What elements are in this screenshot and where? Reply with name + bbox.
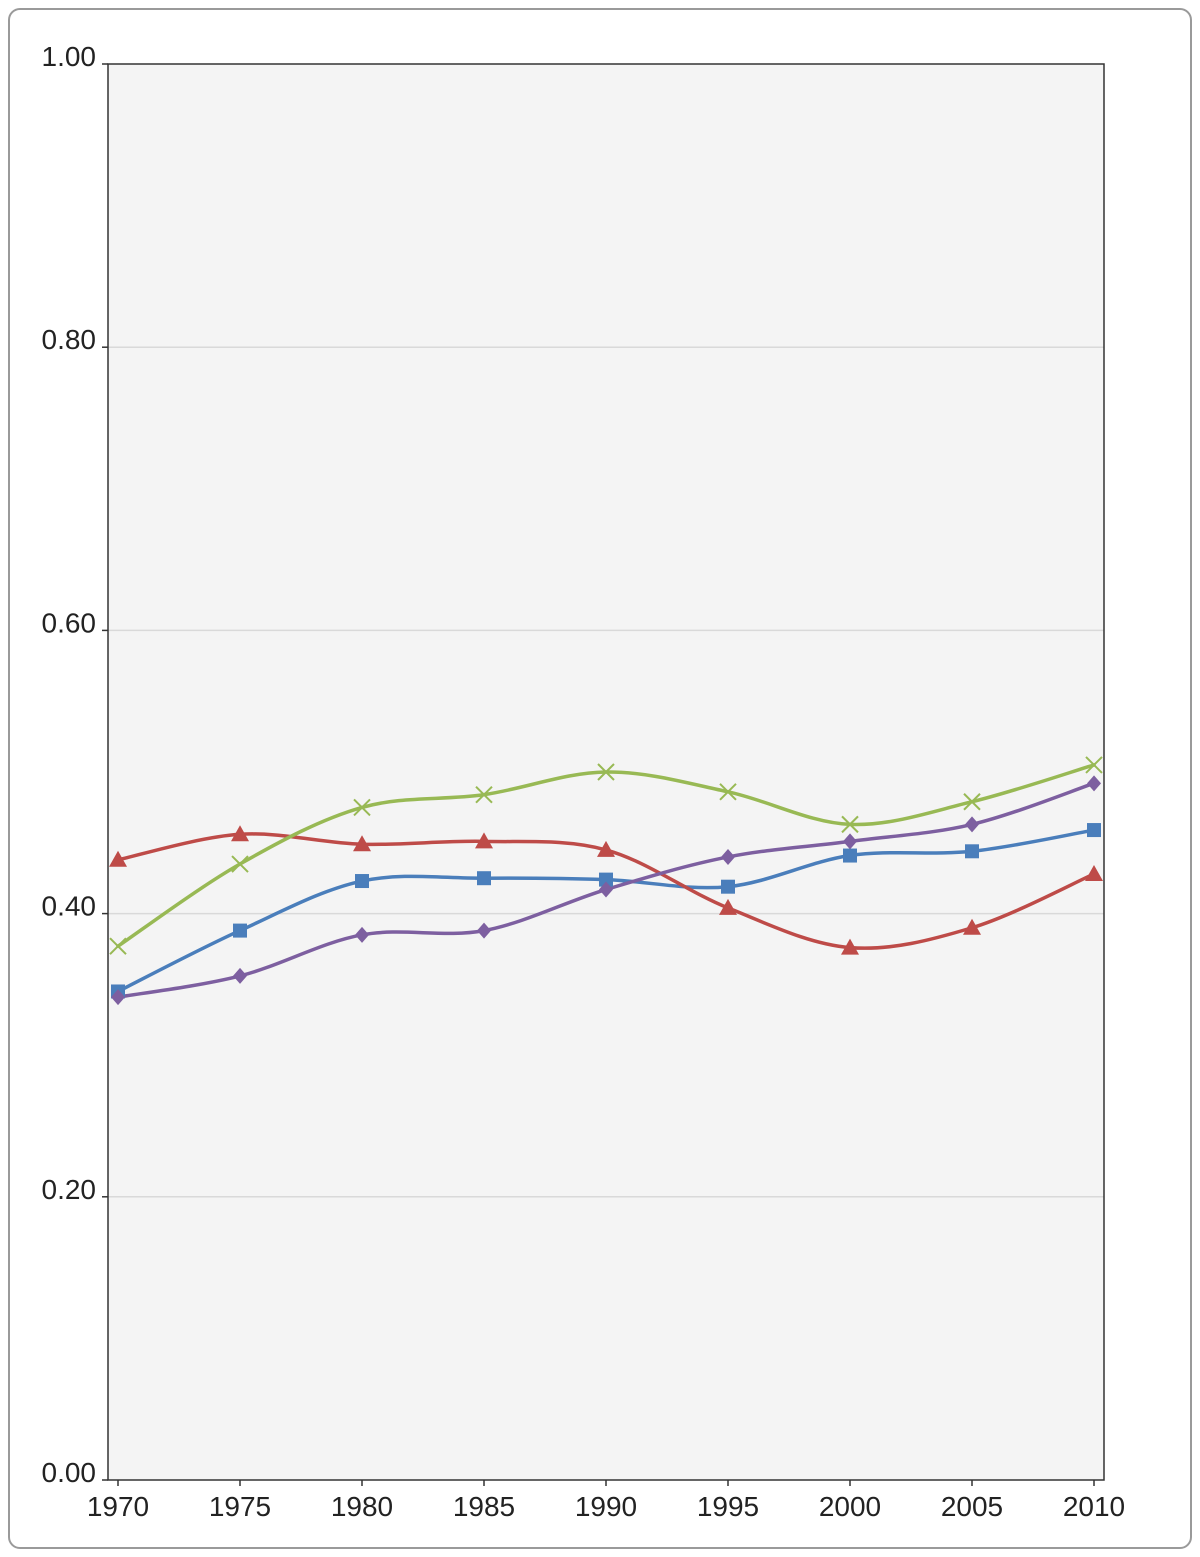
data-point-square (477, 871, 491, 886)
data-point-diamond (233, 967, 247, 984)
data-point-triangle (475, 832, 493, 849)
data-point-triangle (353, 835, 371, 852)
data-point-triangle (963, 918, 981, 935)
data-point-diamond (477, 922, 491, 939)
y-axis-ticks: 0.00 0.20 0.40 0.60 0.80 1.00 (42, 41, 108, 1488)
data-point-square (721, 879, 735, 894)
data-point-x (841, 815, 859, 834)
data-point-triangle (109, 850, 127, 867)
data-point-x (231, 855, 249, 873)
data-point-square (355, 874, 369, 889)
data-point-x (1085, 756, 1103, 774)
data-point-x (597, 763, 615, 781)
y-tick-label: 0.60 (42, 607, 97, 638)
y-tick-label: 0.20 (42, 1174, 97, 1205)
x-tick-label: 1990 (575, 1491, 637, 1522)
data-point-diamond (599, 881, 613, 898)
data-point-x (719, 783, 737, 801)
data-point-triangle (231, 825, 249, 842)
data-point-diamond (111, 989, 125, 1006)
data-point-x (109, 937, 127, 955)
y-tick-label: 1.00 (42, 41, 97, 72)
y-tick-label: 0.00 (42, 1457, 97, 1488)
line-chart: 0.00 0.20 0.40 0.60 0.80 1.00 1970 1975 1980 198… (42, 41, 1126, 1522)
x-tick-label: 1985 (453, 1491, 515, 1522)
data-point-square (233, 923, 247, 938)
data-point-x (353, 798, 371, 817)
y-tick-label: 0.80 (42, 324, 97, 355)
data-point-square (965, 844, 979, 859)
data-point-diamond (1087, 775, 1101, 792)
data-point-triangle (597, 840, 615, 857)
y-tick-label: 0.40 (42, 891, 97, 922)
x-tick-label: 1995 (697, 1491, 759, 1522)
x-tick-label: 1970 (87, 1491, 149, 1522)
data-point-diamond (721, 848, 735, 865)
data-point-diamond (965, 816, 979, 833)
data-point-triangle (719, 898, 737, 915)
x-tick-label: 2010 (1063, 1491, 1125, 1522)
data-point-x (475, 785, 493, 804)
data-point-triangle (841, 938, 859, 955)
series-markers (109, 756, 1103, 1006)
x-tick-label: 1980 (331, 1491, 393, 1522)
data-point-square (1087, 823, 1101, 838)
x-axis-ticks: 1970 1975 1980 1985 1990 1995 2000 2005 2010 (87, 1480, 1125, 1522)
x-tick-label: 1975 (209, 1491, 271, 1522)
chart-frame: 0.00 0.20 0.40 0.60 0.80 1.00 1970 1975 1980 198… (8, 8, 1192, 1549)
data-point-triangle (1085, 864, 1103, 881)
data-point-x (963, 793, 981, 811)
data-point-diamond (843, 833, 857, 850)
x-tick-label: 2000 (819, 1491, 881, 1522)
data-point-square (843, 848, 857, 863)
x-tick-label: 2005 (941, 1491, 1003, 1522)
data-point-square (599, 872, 613, 887)
data-point-diamond (355, 926, 369, 943)
